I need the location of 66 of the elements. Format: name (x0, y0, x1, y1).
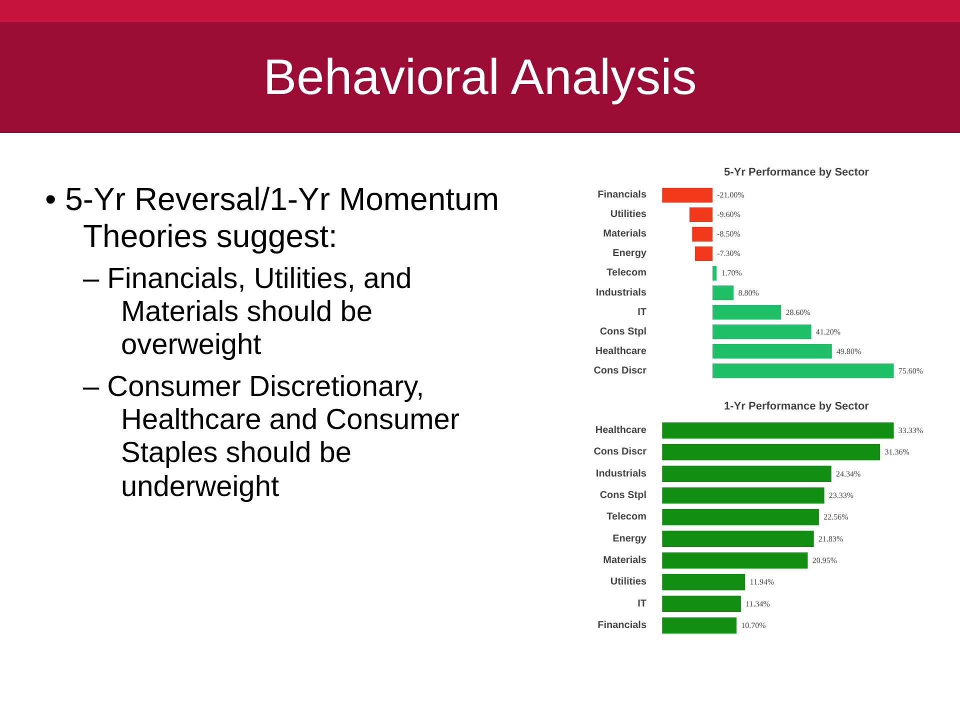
bar (712, 344, 832, 359)
bar (662, 552, 808, 569)
data-label: 22.56% (824, 512, 849, 522)
text: • 5-Yr Reversal/1-Yr Momentum Theories suggest: (45, 181, 500, 255)
chart-title: 1-Yr Performance by Sector (724, 400, 870, 412)
data-label: 20.95% (812, 556, 838, 565)
data-label: -21.00% (717, 190, 745, 200)
bar (662, 617, 737, 634)
bar (689, 207, 712, 222)
bar (662, 574, 746, 590)
bar (694, 246, 712, 262)
bar (712, 285, 734, 300)
y-tick-label: Cons Discr (594, 446, 647, 458)
data-label: 11.34% (746, 599, 770, 608)
y-tick-label: Utilities (610, 576, 647, 588)
y-tick-label: Materials (603, 228, 647, 240)
bar (692, 226, 712, 242)
data-label: 75.60% (898, 366, 924, 376)
bar (662, 444, 880, 460)
bar (662, 596, 741, 612)
y-tick-label: IT (638, 598, 647, 610)
data-label: 31.36% (884, 448, 910, 457)
y-tick-label: Materials (603, 555, 647, 566)
y-tick-label: Healthcare (595, 425, 647, 436)
y-tick-label: Financials (598, 620, 647, 631)
data-label: 41.20% (816, 327, 841, 336)
bar (712, 266, 717, 281)
data-label: 1.70% (721, 268, 742, 278)
y-tick-label: Energy (612, 248, 647, 260)
bar (662, 188, 712, 203)
y-tick-label: Industrials (596, 468, 647, 480)
y-tick-label: Industrials (596, 287, 647, 298)
y-tick-label: Cons Stpl (600, 490, 647, 501)
data-label: 21.83% (818, 534, 844, 544)
bar (662, 509, 819, 526)
data-label: 49.80% (836, 346, 862, 356)
y-tick-label: Financials (598, 190, 647, 201)
bar (712, 363, 894, 378)
data-label: -9.60% (717, 210, 741, 220)
data-label: 24.34% (836, 469, 861, 478)
data-label: -7.30% (717, 249, 741, 258)
y-tick-label: IT (638, 306, 647, 318)
y-tick-label: Cons Discr (594, 365, 647, 376)
y-tick-label: Healthcare (595, 346, 647, 357)
data-label: 23.33% (828, 491, 854, 500)
bar (662, 466, 832, 482)
bar (662, 487, 824, 504)
y-tick-label: Utilities (610, 209, 647, 220)
y-tick-label: Telecom (606, 512, 647, 523)
y-tick-label: Telecom (606, 268, 647, 279)
data-label: 28.60% (786, 308, 811, 317)
bar (662, 422, 894, 439)
data-label: 33.33% (898, 426, 924, 435)
bar (662, 530, 814, 547)
text: – Consumer Discretionary, Healthcare and Consumer Staples should be underweight (83, 370, 461, 504)
bar (712, 324, 812, 340)
text: – Financials, Utilities, and Materials should be overweight (83, 262, 413, 363)
chart-title: 5-Yr Performance by Sector (724, 166, 870, 178)
data-label: 8.80% (738, 288, 760, 298)
y-tick-label: Energy (612, 533, 647, 544)
bar (712, 304, 782, 320)
data-label: 11.94% (750, 578, 774, 587)
text: Behavioral Analysis (0, 0, 960, 133)
data-label: -8.50% (717, 230, 741, 239)
data-label: 10.70% (741, 621, 766, 630)
y-tick-label: Cons Stpl (600, 326, 647, 338)
